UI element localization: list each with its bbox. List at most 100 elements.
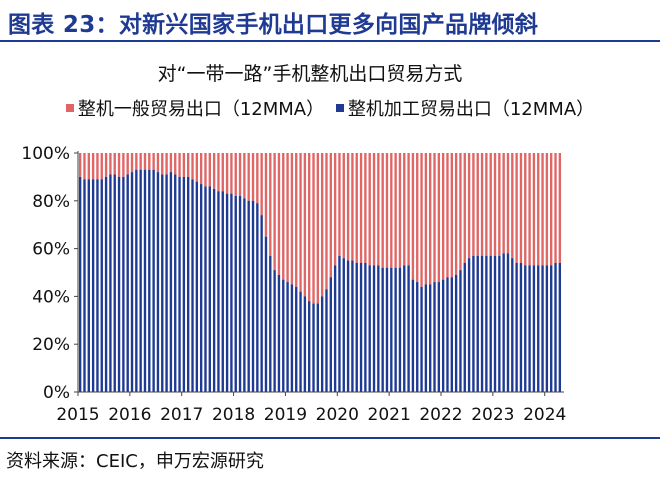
bar-processing-trade — [528, 265, 531, 392]
bar-processing-trade — [269, 255, 272, 392]
y-tick-label: 0% — [43, 383, 70, 403]
bar-general-trade — [554, 153, 557, 263]
bar-general-trade — [394, 153, 397, 268]
bar-processing-trade — [377, 265, 380, 392]
bar-general-trade — [96, 153, 99, 180]
bar-general-trade — [269, 153, 272, 256]
bar-processing-trade — [78, 176, 82, 392]
x-tick-label: 2023 — [471, 405, 514, 425]
bar-processing-trade — [381, 267, 384, 392]
bar-processing-trade — [416, 282, 419, 392]
legend-item-processing-trade: 整机加工贸易出口（12MMA） — [335, 95, 595, 121]
bar-general-trade — [148, 153, 151, 170]
x-tick-label: 2017 — [160, 405, 203, 425]
legend-label-general-trade: 整机一般贸易出口（12MMA） — [77, 99, 325, 120]
bar-general-trade — [519, 153, 523, 263]
bar-processing-trade — [303, 296, 307, 392]
bar-general-trade — [122, 153, 125, 177]
bar-processing-trade — [161, 174, 164, 392]
bar-processing-trade — [394, 267, 397, 392]
bar-processing-trade — [329, 277, 332, 392]
bar-processing-trade — [230, 193, 233, 392]
bar-processing-trade — [152, 169, 155, 392]
bar-processing-trade — [277, 274, 281, 392]
bar-processing-trade — [385, 267, 389, 392]
bar-processing-trade — [511, 258, 514, 392]
bar-general-trade — [178, 153, 181, 177]
bar-general-trade — [429, 153, 432, 285]
bar-general-trade — [212, 153, 216, 189]
x-tick-label: 2015 — [56, 405, 99, 425]
bar-general-trade — [424, 153, 428, 285]
bar-general-trade — [273, 153, 276, 271]
bar-general-trade — [485, 153, 488, 256]
axes: 0% 20% 40% 60% 80% 100% 2015 2016 2017 2018 2019 20… — [21, 144, 566, 425]
bar-general-trade — [225, 153, 229, 194]
legend-item-general-trade: 整机一般贸易出口（12MMA） — [65, 95, 325, 121]
bar-processing-trade — [83, 179, 86, 392]
bar-general-trade — [325, 153, 328, 290]
bar-processing-trade — [429, 284, 432, 392]
bar-general-trade — [472, 153, 475, 256]
y-tick-label: 60% — [32, 240, 70, 260]
bar-processing-trade — [519, 262, 523, 392]
legend-label-processing-trade: 整机加工贸易出口（12MMA） — [347, 99, 595, 120]
bar-general-trade — [333, 153, 337, 266]
bar-processing-trade — [264, 236, 268, 392]
bar-general-trade — [368, 153, 371, 266]
y-tick-label: 40% — [32, 287, 70, 307]
bar-processing-trade — [290, 284, 294, 392]
bar-processing-trade — [459, 270, 462, 392]
bar-processing-trade — [325, 289, 328, 392]
bar-general-trade — [204, 153, 207, 187]
bar-processing-trade — [364, 262, 367, 392]
bar-general-trade — [174, 153, 177, 175]
bar-general-trade — [169, 153, 173, 173]
bar-processing-trade — [251, 200, 255, 392]
bar-general-trade — [83, 153, 86, 180]
bar-general-trade — [433, 153, 436, 283]
bar-processing-trade — [489, 255, 492, 392]
bar-processing-trade — [338, 255, 341, 392]
bar-general-trade — [109, 153, 112, 175]
x-tick-label: 2024 — [523, 405, 566, 425]
bar-processing-trade — [515, 262, 518, 392]
bar-general-trade — [256, 153, 259, 204]
x-tick-label: 2016 — [108, 405, 151, 425]
bar-general-trade — [385, 153, 389, 268]
y-tick-label: 80% — [32, 192, 70, 212]
bar-general-trade — [135, 153, 138, 170]
bar-general-trade — [364, 153, 367, 263]
bar-general-trade — [308, 153, 311, 302]
bar-processing-trade — [437, 282, 441, 392]
bar-processing-trade — [480, 255, 484, 392]
bar-general-trade — [117, 153, 121, 177]
bar-general-trade — [316, 153, 320, 304]
bar-processing-trade — [256, 203, 259, 392]
bar-general-trade — [152, 153, 155, 170]
bar-processing-trade — [299, 291, 302, 392]
bar-processing-trade — [485, 255, 488, 392]
bar-general-trade — [286, 153, 289, 283]
bar-processing-trade — [372, 265, 376, 392]
bar-processing-trade — [537, 265, 540, 392]
bar-processing-trade — [398, 267, 402, 392]
bar-general-trade — [126, 153, 129, 175]
figure-footer — [0, 437, 660, 479]
bar-general-trade — [381, 153, 384, 268]
bar-general-trade — [398, 153, 402, 268]
x-tick-label: 2021 — [368, 405, 411, 425]
bar-general-trade — [87, 153, 90, 180]
bar-processing-trade — [169, 172, 173, 392]
bar-general-trade — [537, 153, 540, 266]
bar-processing-trade — [130, 172, 134, 392]
bar-general-trade — [230, 153, 233, 194]
bar-processing-trade — [87, 179, 90, 392]
bar-general-trade — [506, 153, 510, 254]
bar-general-trade — [450, 153, 453, 278]
bar-processing-trade — [217, 191, 220, 392]
figure-title: 图表 23：对新兴国家手机出口更多向国产品牌倾斜 — [8, 12, 539, 38]
bar-processing-trade — [165, 174, 168, 392]
bar-processing-trade — [550, 265, 553, 392]
bar-general-trade — [463, 153, 466, 263]
